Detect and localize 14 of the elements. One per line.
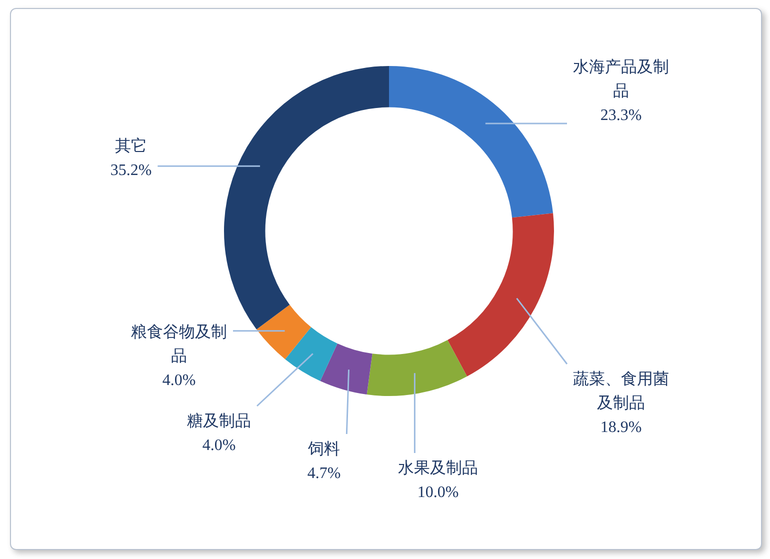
slice-label: 蔬菜、食用菌及制品 <box>573 370 669 412</box>
data-label: 4.0% <box>202 437 236 454</box>
slice-label: 水海产品及制品 <box>573 58 669 100</box>
slice-label: 饲料 <box>307 440 340 458</box>
data-label: 4.0% <box>162 372 196 390</box>
slice-label: 其它 <box>115 137 147 156</box>
slice-label: 粮食谷物及制品 <box>131 323 227 366</box>
data-label: 23.3% <box>600 107 642 124</box>
data-label: 18.9% <box>600 419 642 436</box>
slice-label: 水果及制品 <box>398 459 478 478</box>
slice-label: 糖及制品 <box>187 412 251 430</box>
data-label: 35.2% <box>110 162 152 180</box>
data-label: 10.0% <box>417 484 459 502</box>
data-label: 4.7% <box>307 465 341 482</box>
